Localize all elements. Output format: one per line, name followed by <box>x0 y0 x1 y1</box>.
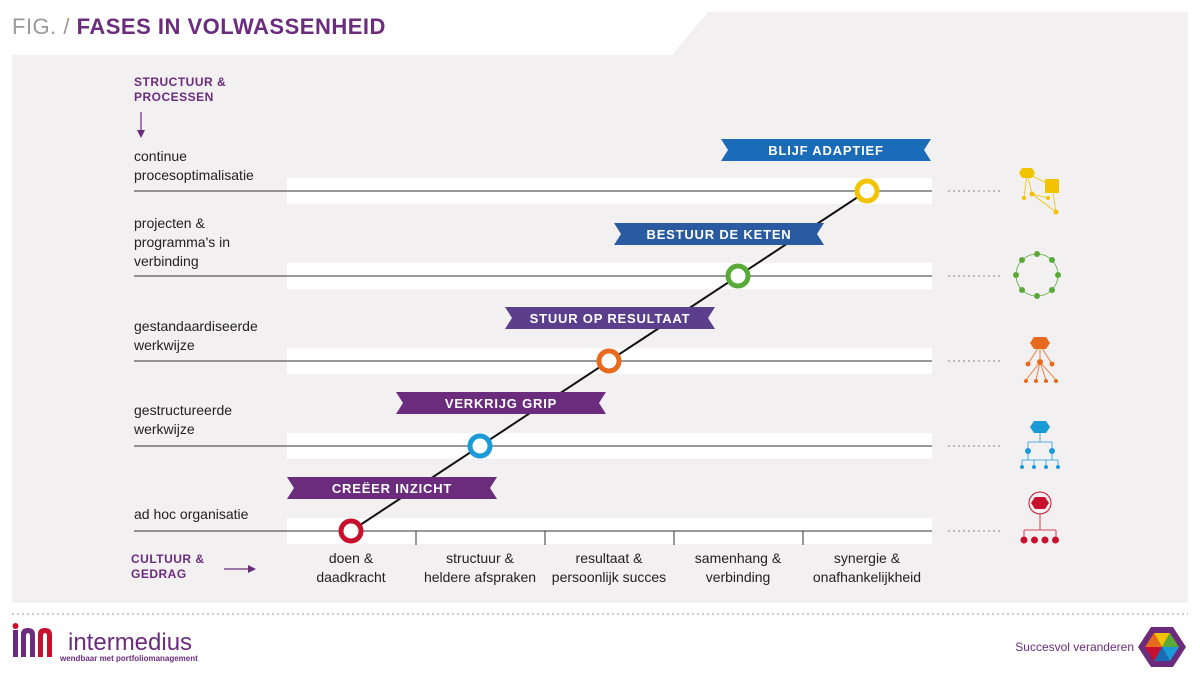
column-label-2-line2: heldere afspraken <box>424 569 536 585</box>
adaptive-network-icon <box>1019 168 1059 215</box>
phase-banner-5: BLIJF ADAPTIEF <box>721 139 931 161</box>
level-label-2-line1: gestructureerde <box>134 402 232 418</box>
icon-connectors <box>948 190 1000 532</box>
y-axis-title-line1: STRUCTUUR & <box>134 75 226 89</box>
banner-label: VERKRIJG GRIP <box>445 396 557 411</box>
phase-marker-4 <box>725 263 751 289</box>
column-label-4-line1: samenhang & <box>695 550 782 566</box>
intermedius-logo: intermedius wendbaar met portfoliomanage… <box>12 623 198 663</box>
banner-label: STUUR OP RESULTAAT <box>530 311 691 326</box>
arrow-down-icon <box>137 112 145 138</box>
phase-marker-3 <box>596 348 622 374</box>
column-label-1-line2: daadkracht <box>316 569 385 585</box>
y-axis-title-line2: PROCESSEN <box>134 90 214 104</box>
tagline: Succesvol veranderen <box>1015 640 1134 654</box>
column-label-5-line2: onafhankelijkheid <box>813 569 921 585</box>
x-axis-title-line1: CULTUUR & <box>131 552 205 566</box>
phase-banner-4: BESTUUR DE KETEN <box>614 223 824 245</box>
banner-shape <box>396 392 606 414</box>
banner-shape <box>721 139 931 161</box>
ad-hoc-organisation-icon <box>1020 491 1059 544</box>
figure-title: FIG. / FASES IN VOLWASSENHEID <box>12 14 386 40</box>
phase-marker-5 <box>854 178 880 204</box>
hexagon-emblem-icon <box>1138 627 1186 667</box>
logo-subtitle: wendbaar met portfoliomanagement <box>59 654 198 663</box>
standardized-hierarchy-icon <box>1024 337 1058 383</box>
column-label-3-line2: persoonlijk succes <box>552 569 666 585</box>
column-label-2-line1: structuur & <box>446 550 514 566</box>
level-label-3-line2: werkwijze <box>133 337 195 353</box>
level-label-1: ad hoc organisatie <box>134 506 249 522</box>
banner-shape <box>614 223 824 245</box>
level-label-4-line3: verbinding <box>134 253 199 269</box>
level-label-4-line2: programma's in <box>134 234 230 250</box>
column-label-5-line1: synergie & <box>834 550 901 566</box>
banner-label: CREËER INZICHT <box>332 481 452 496</box>
structured-hierarchy-icon <box>1020 421 1060 469</box>
column-label-3-line1: resultaat & <box>576 550 644 566</box>
arrow-right-icon <box>224 565 256 573</box>
figure-prefix: FIG. / <box>12 14 70 39</box>
level-label-5-line2: procesoptimalisatie <box>134 167 254 183</box>
chain-ring-icon <box>1013 251 1061 299</box>
phase-banner-1: CREËER INZICHT <box>287 477 497 499</box>
banner-shape <box>505 307 715 329</box>
level-label-5-line1: continue <box>134 148 187 164</box>
banner-shape <box>287 477 497 499</box>
column-ticks <box>415 531 804 545</box>
figure-main-title: FASES IN VOLWASSENHEID <box>76 14 386 39</box>
logo-wordmark: intermedius <box>68 629 192 656</box>
intermedius-logo-mark <box>12 623 52 657</box>
phase-marker-1 <box>338 518 364 544</box>
phase-banner-2: VERKRIJG GRIP <box>396 392 606 414</box>
phase-marker-2 <box>467 433 493 459</box>
level-label-2-line2: werkwijze <box>133 421 195 437</box>
x-axis-title-line2: GEDRAG <box>131 567 187 581</box>
level-lines <box>134 190 932 532</box>
banner-label: BESTUUR DE KETEN <box>647 227 792 242</box>
level-label-3-line1: gestandaardiseerde <box>134 318 258 334</box>
column-label-4-line2: verbinding <box>706 569 771 585</box>
column-label-1-line1: doen & <box>329 550 374 566</box>
level-label-4-line1: projecten & <box>134 215 205 231</box>
phase-banner-3: STUUR OP RESULTAAT <box>505 307 715 329</box>
banner-label: BLIJF ADAPTIEF <box>768 143 883 158</box>
